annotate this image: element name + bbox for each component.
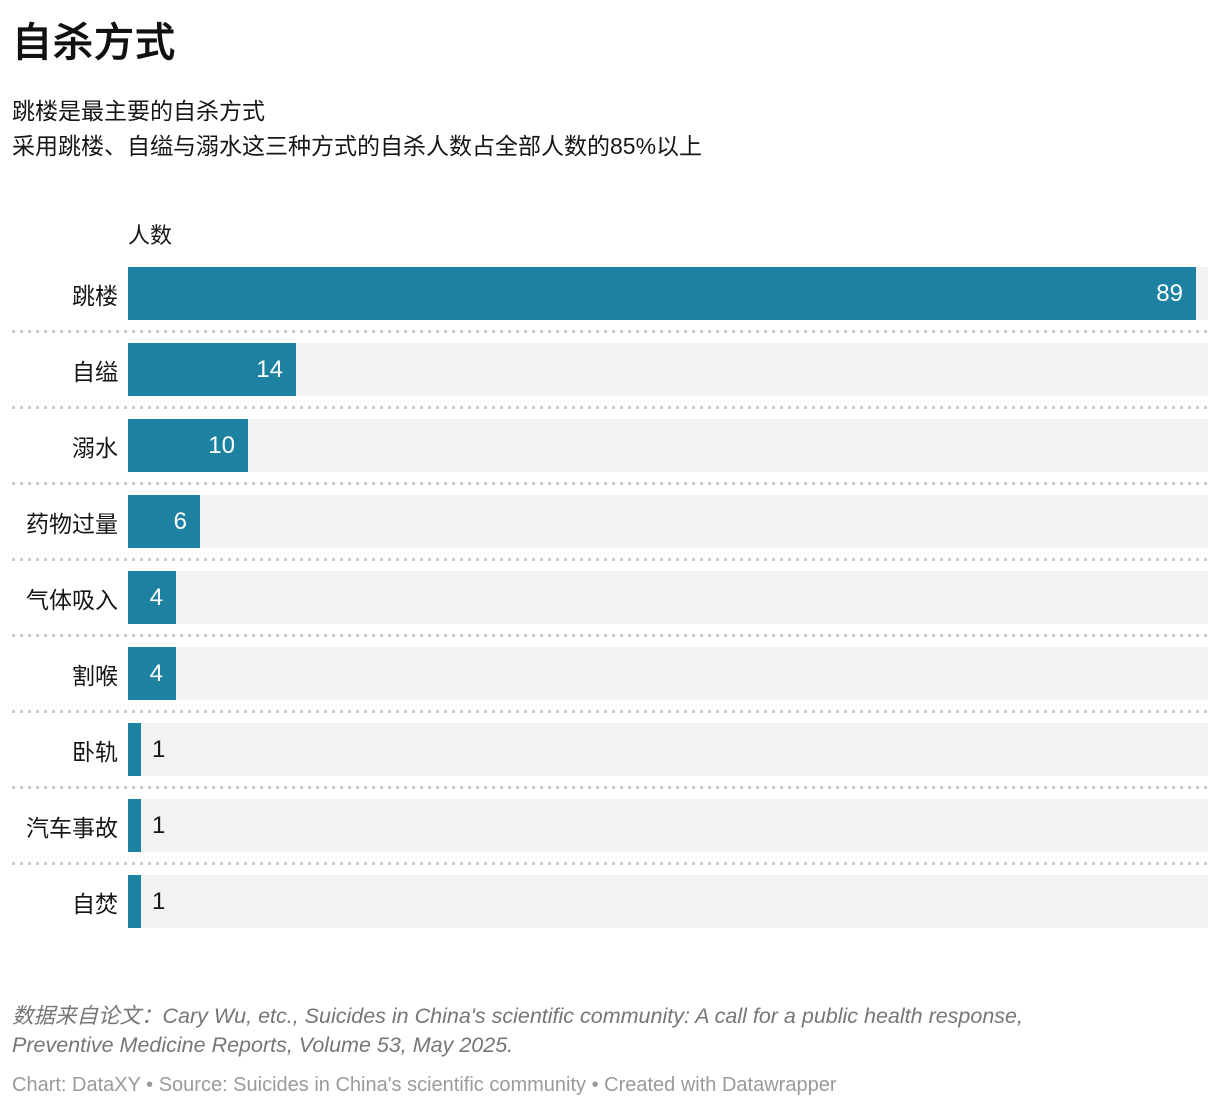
- chart-row: 气体吸入 4: [12, 561, 1208, 634]
- category-label: 溺水: [72, 434, 118, 461]
- row-separator: [12, 330, 1208, 333]
- bar: 4: [128, 571, 176, 624]
- source-note-line-1: 数据来自论文：Cary Wu, etc., Suicides in China'…: [12, 1004, 1023, 1028]
- bar: 4: [128, 647, 176, 700]
- value-label: 4: [149, 659, 163, 687]
- bar-track: 89: [128, 267, 1208, 320]
- value-axis-label: 人数: [128, 223, 173, 248]
- source-note-line-2: Preventive Medicine Reports, Volume 53, …: [12, 1033, 514, 1057]
- row-separator: [12, 634, 1208, 637]
- value-label: 6: [173, 507, 187, 535]
- row-separator: [12, 482, 1208, 485]
- value-label: 10: [208, 431, 235, 459]
- bar: 14: [128, 343, 296, 396]
- subtitle-line-2: 采用跳楼、自缢与溺水这三种方式的自杀人数占全部人数的85%以上: [12, 133, 703, 159]
- value-label: 1: [152, 887, 166, 915]
- subtitle-line-1: 跳楼是最主要的自杀方式: [12, 98, 265, 124]
- category-label: 自焚: [72, 890, 118, 917]
- value-label: 89: [1156, 279, 1183, 307]
- value-label: 1: [152, 811, 166, 839]
- value-label: 14: [256, 355, 283, 383]
- value-label: 4: [149, 583, 163, 611]
- chart-row: 跳楼 89: [12, 257, 1208, 330]
- chart-row: 割喉 4: [12, 637, 1208, 710]
- bar: 6: [128, 495, 200, 548]
- bar-track: 1: [128, 799, 1208, 852]
- row-separator: [12, 862, 1208, 865]
- category-label: 卧轨: [72, 738, 118, 765]
- category-label: 药物过量: [26, 510, 118, 537]
- bar-track: 1: [128, 875, 1208, 928]
- bar: [128, 723, 141, 776]
- bar-track: 1: [128, 723, 1208, 776]
- row-separator: [12, 558, 1208, 561]
- bar-track: 6: [128, 495, 1208, 548]
- chart-rows: 跳楼 89 自缢 14 溺水 10 药物过量 6 气体吸入 4 割喉 4 卧轨 1 汽车事故 1 自焚 1: [12, 257, 1208, 938]
- chart-subtitle: 跳楼是最主要的自杀方式 采用跳楼、自缢与溺水这三种方式的自杀人数占全部人数的85…: [12, 94, 1208, 164]
- bar-track: 4: [128, 571, 1208, 624]
- row-separator: [12, 406, 1208, 409]
- chart-row: 汽车事故 1: [12, 789, 1208, 862]
- category-label: 跳楼: [72, 282, 118, 309]
- chart-row: 自焚 1: [12, 865, 1208, 938]
- category-label: 割喉: [72, 662, 118, 689]
- category-label: 自缢: [72, 358, 118, 385]
- category-label: 气体吸入: [26, 586, 118, 613]
- chart-row: 卧轨 1: [12, 713, 1208, 786]
- bar-track: 14: [128, 343, 1208, 396]
- bar: [128, 799, 141, 852]
- chart-row: 溺水 10: [12, 409, 1208, 482]
- bar: 89: [128, 267, 1196, 320]
- value-label: 1: [152, 735, 166, 763]
- category-label: 汽车事故: [26, 814, 118, 841]
- row-separator: [12, 786, 1208, 789]
- source-note: 数据来自论文：Cary Wu, etc., Suicides in China'…: [12, 1002, 1208, 1060]
- bar: [128, 875, 141, 928]
- bar-track: 10: [128, 419, 1208, 472]
- chart-row: 自缢 14: [12, 333, 1208, 406]
- row-separator: [12, 710, 1208, 713]
- chart-row: 药物过量 6: [12, 485, 1208, 558]
- bar-track: 4: [128, 647, 1208, 700]
- page-title: 自杀方式: [12, 21, 176, 65]
- bar: 10: [128, 419, 248, 472]
- credit-line: Chart: DataXY • Source: Suicides in Chin…: [12, 1074, 837, 1096]
